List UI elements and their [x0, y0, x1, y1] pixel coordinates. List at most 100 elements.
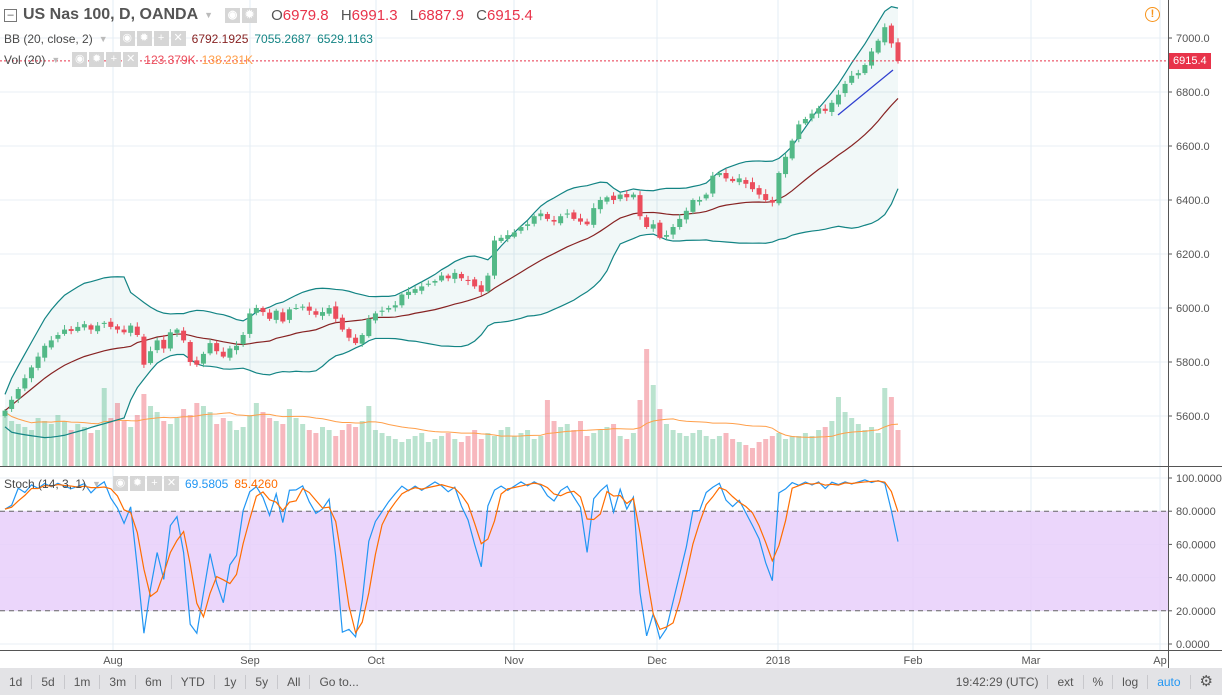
volume-bar [531, 439, 537, 466]
candle [286, 309, 292, 320]
time-label: 2018 [766, 655, 790, 667]
candle [187, 342, 193, 362]
close-icon[interactable]: ✕ [170, 31, 186, 46]
volume-bar [644, 349, 650, 466]
candle [650, 224, 656, 229]
candle [445, 275, 451, 279]
volume-bar [525, 430, 531, 466]
volume-bar [207, 412, 213, 466]
volume-bar [141, 394, 147, 466]
volume-bar [253, 403, 259, 466]
candle [42, 345, 48, 358]
volume-bar [293, 418, 299, 466]
range-all[interactable]: All [278, 674, 311, 689]
candle [769, 200, 775, 203]
close-icon[interactable]: ✕ [163, 476, 179, 491]
candle [141, 336, 147, 365]
gear-icon[interactable]: ✹ [129, 476, 145, 491]
volume-bar [849, 418, 855, 466]
close-icon[interactable]: ✕ [123, 52, 139, 67]
range-1d[interactable]: 1d [0, 674, 33, 689]
volume-bar [657, 409, 663, 466]
eye-icon[interactable]: ◉ [119, 31, 135, 46]
volume-bar [465, 436, 471, 466]
range-1m[interactable]: 1m [65, 674, 101, 689]
ext-toggle[interactable]: ext [1048, 674, 1084, 689]
candle [630, 194, 636, 198]
chart-canvas[interactable]: 5600.0 5800.0 6000.0 6200.0 6400.0 6600.0 6800… [0, 0, 1222, 668]
volume-bar [220, 418, 226, 466]
candle [148, 351, 154, 364]
candle [260, 308, 266, 313]
candle [736, 178, 742, 183]
gear-icon[interactable]: ✹ [136, 31, 152, 46]
volume-bar [95, 430, 101, 466]
candle [657, 222, 663, 238]
candle [505, 235, 511, 239]
auto-toggle[interactable]: auto [1148, 674, 1191, 689]
volume-bar [392, 439, 398, 466]
stoch-band [0, 511, 1168, 611]
volume-bar [855, 424, 861, 466]
volume-bar [320, 427, 326, 466]
volume-bar [339, 430, 345, 466]
volume-bar [9, 421, 15, 466]
symbol-title[interactable]: US Nas 100, D, OANDA [23, 6, 199, 23]
volume-bar [326, 430, 332, 466]
volume-bar [286, 409, 292, 466]
volume-bar [372, 430, 378, 466]
eye-icon[interactable]: ◉ [72, 52, 88, 67]
range-3m[interactable]: 3m [100, 674, 137, 689]
volume-bar [234, 430, 240, 466]
plus-icon[interactable]: + [106, 52, 122, 67]
eye-icon[interactable]: ◉ [112, 476, 128, 491]
candle [855, 73, 861, 76]
stoch-k-line [4, 479, 899, 640]
range-6m[interactable]: 6m [136, 674, 172, 689]
candle [730, 178, 736, 182]
volume-bar [710, 439, 716, 466]
candle [167, 332, 173, 349]
bb-label[interactable]: BB (20, close, 2) [4, 31, 93, 46]
candle [419, 286, 425, 291]
candle [28, 367, 34, 379]
candle [783, 156, 789, 175]
percent-toggle[interactable]: % [1084, 674, 1114, 689]
price-tick-label: 6600.0 [1176, 141, 1210, 153]
volume-bar [28, 430, 34, 466]
plus-icon[interactable]: + [153, 31, 169, 46]
candle [154, 340, 160, 351]
bb-basis: 6792.1925 [191, 31, 249, 46]
stoch-tick-label: 20.0000 [1176, 606, 1216, 618]
plus-icon[interactable]: + [146, 476, 162, 491]
volume-bar [776, 433, 782, 466]
collapse-icon[interactable]: – [4, 8, 17, 22]
log-toggle[interactable]: log [1113, 674, 1149, 689]
gear-icon[interactable]: ✹ [242, 7, 258, 23]
stoch-label[interactable]: Stoch (14, 3, 1) [4, 476, 87, 491]
volume-bar [769, 436, 775, 466]
volume-bar [875, 433, 881, 466]
range-5d[interactable]: 5d [32, 674, 65, 689]
range-ytd[interactable]: YTD [172, 674, 215, 689]
alert-icon[interactable]: ! [1145, 7, 1160, 22]
candle [15, 389, 21, 399]
candle [9, 399, 15, 409]
eye-icon[interactable]: ◉ [225, 7, 241, 23]
candle [571, 212, 577, 219]
range-5y[interactable]: 5y [246, 674, 279, 689]
vol-label[interactable]: Vol (20) [4, 52, 46, 67]
volume-bar [187, 415, 193, 466]
range-1y[interactable]: 1y [215, 674, 247, 689]
time-label: Ap [1153, 655, 1166, 667]
volume-bar [62, 421, 68, 466]
gear-icon[interactable]: ✹ [89, 52, 105, 67]
bottom-toolbar: 1d 5d 1m 3m 6m YTD 1y 5y All Go to... 19… [0, 668, 1222, 695]
candle [114, 326, 120, 330]
candle [577, 218, 583, 222]
settings-gear-icon[interactable]: ⚙ [1199, 672, 1213, 690]
volume-bar [842, 412, 848, 466]
goto-button[interactable]: Go to... [319, 674, 359, 689]
candle [849, 75, 855, 83]
candle [491, 240, 497, 276]
